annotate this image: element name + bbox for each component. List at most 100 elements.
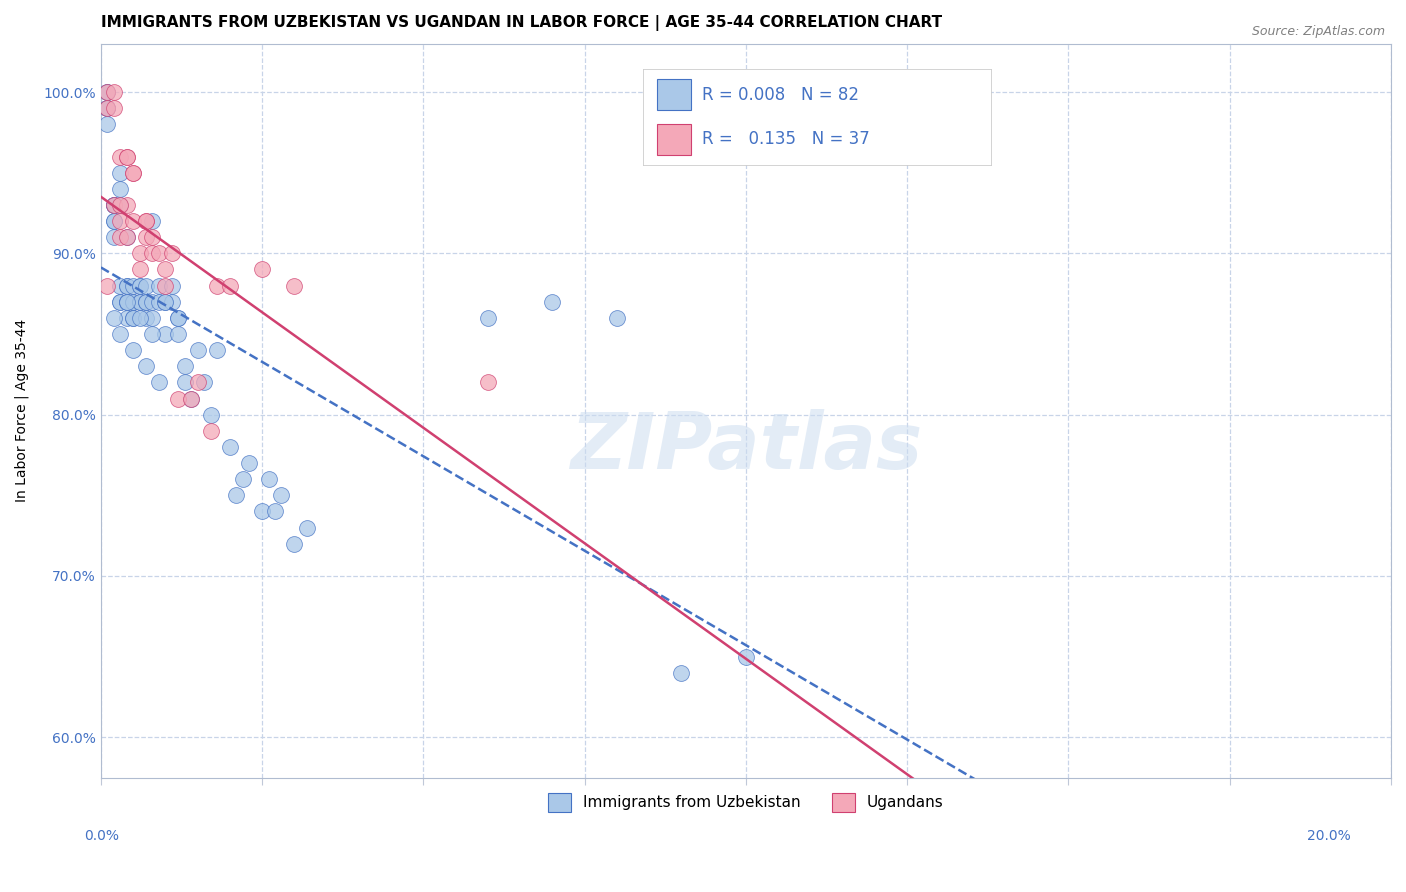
Point — [96, 85, 118, 99]
Point — [135, 310, 157, 325]
Point — [128, 262, 150, 277]
Point — [128, 294, 150, 309]
Point — [225, 488, 247, 502]
Point — [160, 294, 183, 309]
Point — [122, 166, 145, 180]
Point — [96, 278, 118, 293]
Point — [122, 294, 145, 309]
Point — [541, 294, 564, 309]
Point — [148, 246, 170, 260]
Point — [115, 198, 138, 212]
Point — [110, 150, 132, 164]
Point — [96, 101, 118, 115]
Y-axis label: In Labor Force | Age 35-44: In Labor Force | Age 35-44 — [15, 319, 30, 502]
Point — [141, 294, 163, 309]
Point — [115, 278, 138, 293]
Point — [180, 392, 202, 406]
Point — [200, 424, 222, 438]
Point — [155, 262, 177, 277]
Point — [96, 101, 118, 115]
Point — [477, 310, 499, 325]
Point — [297, 520, 319, 534]
Point — [103, 198, 125, 212]
Point — [110, 166, 132, 180]
Point — [103, 214, 125, 228]
Point — [135, 230, 157, 244]
Point — [155, 326, 177, 341]
Text: IMMIGRANTS FROM UZBEKISTAN VS UGANDAN IN LABOR FORCE | AGE 35-44 CORRELATION CHA: IMMIGRANTS FROM UZBEKISTAN VS UGANDAN IN… — [101, 15, 942, 31]
Point — [103, 198, 125, 212]
Point — [735, 649, 758, 664]
Point — [160, 246, 183, 260]
Point — [135, 294, 157, 309]
Point — [128, 278, 150, 293]
Point — [128, 310, 150, 325]
Point — [283, 537, 305, 551]
Point — [122, 294, 145, 309]
Point — [167, 310, 190, 325]
Text: Source: ZipAtlas.com: Source: ZipAtlas.com — [1251, 25, 1385, 38]
Point — [283, 278, 305, 293]
Point — [135, 359, 157, 374]
Point — [103, 214, 125, 228]
Point — [122, 343, 145, 358]
Point — [135, 214, 157, 228]
Point — [606, 310, 628, 325]
Point — [219, 440, 242, 454]
Point — [477, 376, 499, 390]
Point — [128, 246, 150, 260]
Point — [264, 504, 287, 518]
Point — [205, 343, 228, 358]
Point — [110, 278, 132, 293]
Point — [128, 294, 150, 309]
Point — [110, 214, 132, 228]
Point — [115, 150, 138, 164]
Point — [96, 101, 118, 115]
Point — [270, 488, 292, 502]
Point — [110, 198, 132, 212]
Point — [160, 278, 183, 293]
Point — [205, 278, 228, 293]
Legend: Immigrants from Uzbekistan, Ugandans: Immigrants from Uzbekistan, Ugandans — [543, 787, 949, 818]
Point — [167, 310, 190, 325]
Point — [187, 376, 209, 390]
Point — [122, 278, 145, 293]
Point — [103, 198, 125, 212]
Point — [135, 294, 157, 309]
Point — [115, 310, 138, 325]
Text: 0.0%: 0.0% — [84, 829, 118, 843]
Point — [141, 310, 163, 325]
Point — [135, 214, 157, 228]
Point — [257, 472, 280, 486]
Text: ZIPatlas: ZIPatlas — [569, 409, 922, 485]
Point — [148, 278, 170, 293]
Point — [103, 101, 125, 115]
Point — [110, 294, 132, 309]
Point — [115, 230, 138, 244]
Point — [96, 85, 118, 99]
Point — [96, 117, 118, 131]
Point — [103, 198, 125, 212]
Point — [200, 408, 222, 422]
Point — [96, 101, 118, 115]
Point — [155, 278, 177, 293]
Point — [193, 376, 215, 390]
Point — [250, 504, 273, 518]
Point — [219, 278, 242, 293]
Point — [671, 665, 693, 680]
Point — [167, 326, 190, 341]
Point — [103, 310, 125, 325]
Point — [155, 294, 177, 309]
Point — [122, 214, 145, 228]
Point — [141, 214, 163, 228]
Point — [141, 246, 163, 260]
Point — [115, 230, 138, 244]
Point — [115, 294, 138, 309]
Point — [110, 326, 132, 341]
Point — [148, 376, 170, 390]
Point — [115, 294, 138, 309]
Point — [103, 230, 125, 244]
Point — [110, 294, 132, 309]
Point — [122, 310, 145, 325]
Point — [128, 278, 150, 293]
